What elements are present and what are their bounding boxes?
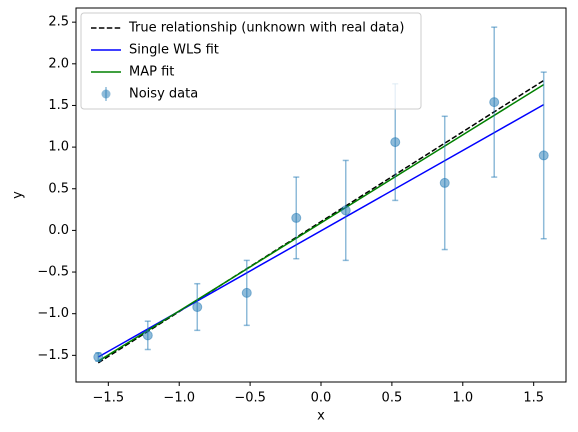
legend-swatch <box>101 89 111 99</box>
x-axis-label: x <box>317 409 325 424</box>
y-tick-label: 0.5 <box>48 181 69 196</box>
data-point <box>340 205 351 216</box>
legend-box <box>80 12 422 110</box>
data-point <box>439 177 450 188</box>
x-tick-label: −1.5 <box>93 391 125 406</box>
x-tick-label: 0.0 <box>311 391 332 406</box>
legend-label: True relationship (unknown with real dat… <box>128 21 404 36</box>
data-point <box>93 352 104 363</box>
y-tick-label: 1.0 <box>48 140 69 155</box>
data-point <box>192 302 203 313</box>
legend-label: MAP fit <box>129 65 174 80</box>
data-point <box>489 97 500 108</box>
y-tick-label: −1.5 <box>37 348 69 363</box>
y-tick-label: 2.5 <box>48 15 69 30</box>
y-tick-label: 1.5 <box>48 98 69 113</box>
data-point <box>538 150 549 161</box>
x-tick-label: 1.0 <box>452 391 473 406</box>
y-tick-label: 2.0 <box>48 56 69 71</box>
data-point <box>291 212 302 223</box>
x-tick-label: 1.5 <box>523 391 544 406</box>
x-tick-label: 0.5 <box>382 391 403 406</box>
legend-label: Noisy data <box>129 87 198 102</box>
plot-frame <box>75 7 567 383</box>
data-point <box>390 137 401 148</box>
x-tick-label: −1.0 <box>163 391 195 406</box>
y-axis-label: y <box>11 191 26 199</box>
y-tick-label: −0.5 <box>37 265 69 280</box>
legend-label: Single WLS fit <box>129 43 219 58</box>
fit-line <box>97 83 545 362</box>
y-tick-label: −1.0 <box>37 306 69 321</box>
data-point <box>241 287 252 298</box>
data-point <box>142 330 153 341</box>
y-tick-label: 0.0 <box>48 223 69 238</box>
x-tick-label: −0.5 <box>234 391 266 406</box>
